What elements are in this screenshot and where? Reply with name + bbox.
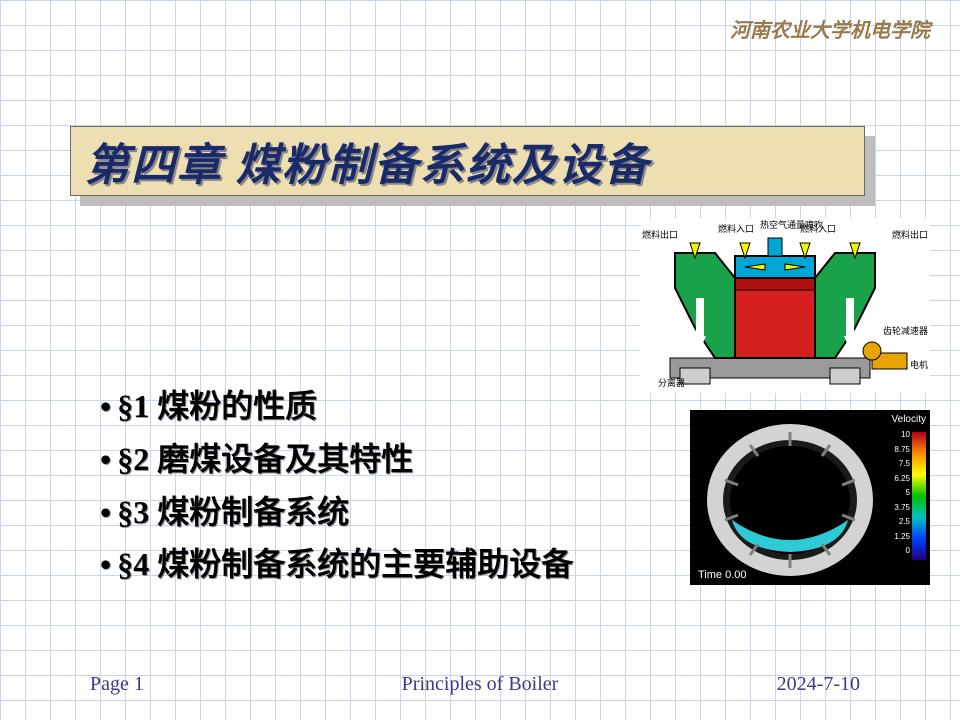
chapter-title-box: 第四章 煤粉制备系统及设备 bbox=[70, 126, 865, 196]
section-label: §3 煤粉制备系统 bbox=[117, 494, 349, 530]
list-item: •§3 煤粉制备系统 bbox=[100, 486, 573, 539]
drum-simulation: Velocity 10 8.75 7.5 6.25 5 3.75 2.5 1.2… bbox=[690, 410, 930, 585]
footer-center: Principles of Boiler bbox=[402, 673, 559, 696]
colorbar-ticks: 10 8.75 7.5 6.25 5 3.75 2.5 1.25 0 bbox=[894, 428, 910, 559]
diagram-label: 燃料出口 bbox=[892, 228, 928, 241]
velocity-label: Velocity bbox=[892, 414, 926, 425]
page-number: Page 1 bbox=[90, 673, 144, 696]
diagram-label: 燃料入口 bbox=[718, 222, 754, 235]
diagram-label: 燃料入口 bbox=[800, 222, 836, 235]
diagram-label: 齿轮减速器 bbox=[883, 324, 928, 337]
institution-label: 河南农业大学机电学院 bbox=[730, 14, 930, 43]
diagram-label: 燃料出口 bbox=[642, 228, 678, 241]
mill-schematic: 燃料出口 燃料入口 热空气通量喷吹 燃料入口 燃料出口 齿轮减速器 电机 分离器 bbox=[640, 218, 930, 393]
section-list: •§1 煤粉的性质 •§2 磨煤设备及其特性 •§3 煤粉制备系统 •§4 煤粉… bbox=[100, 380, 573, 591]
chapter-title: 第四章 煤粉制备系统及设备 bbox=[85, 129, 650, 193]
diagram-label: 分离器 bbox=[658, 376, 685, 389]
section-label: §4 煤粉制备系统的主要辅助设备 bbox=[117, 546, 573, 582]
footer-date: 2024-7-10 bbox=[777, 673, 860, 696]
list-item: •§4 煤粉制备系统的主要辅助设备 bbox=[100, 538, 573, 591]
time-label: Time 0.00 bbox=[698, 569, 747, 581]
list-item: •§1 煤粉的性质 bbox=[100, 380, 573, 433]
list-item: •§2 磨煤设备及其特性 bbox=[100, 433, 573, 486]
diagram-label: 电机 bbox=[910, 358, 928, 371]
colorbar bbox=[912, 432, 926, 560]
slide: 河南农业大学机电学院 第四章 煤粉制备系统及设备 •§1 煤粉的性质 •§2 磨… bbox=[0, 0, 960, 720]
footer: Page 1 Principles of Boiler 2024-7-10 bbox=[0, 673, 960, 696]
section-label: §1 煤粉的性质 bbox=[117, 388, 317, 424]
section-label: §2 磨煤设备及其特性 bbox=[117, 441, 413, 477]
